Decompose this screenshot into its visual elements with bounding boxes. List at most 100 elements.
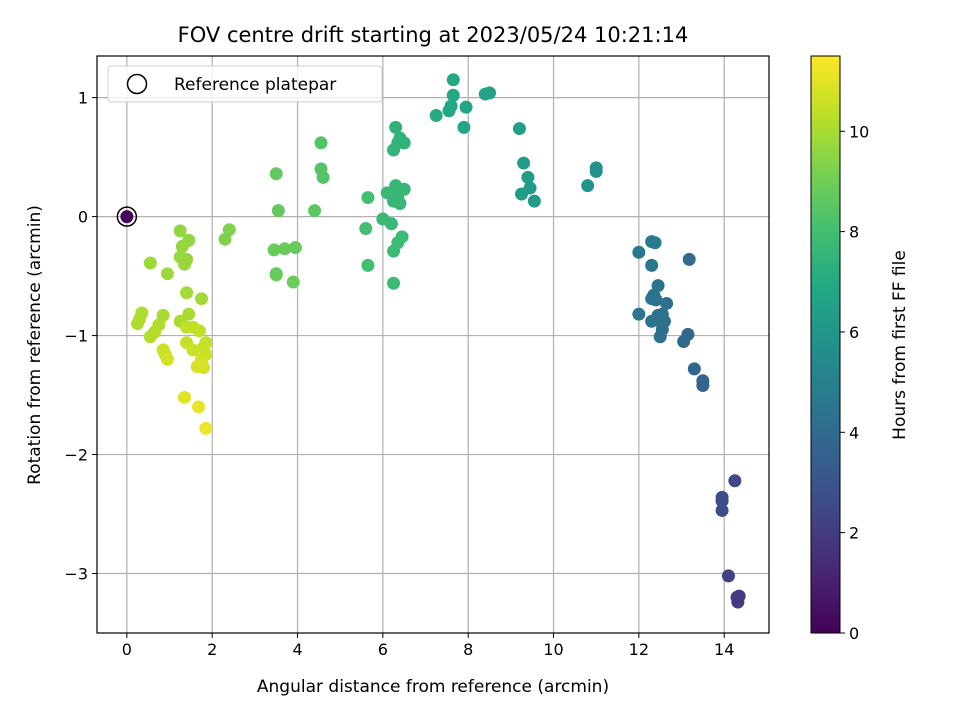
y-tick-label: 0 <box>78 208 88 227</box>
grid-lines <box>97 56 769 633</box>
data-point <box>131 317 145 331</box>
reference-point-fill <box>120 210 134 224</box>
colorbar-tick-label: 8 <box>849 223 859 242</box>
data-point <box>429 108 443 122</box>
data-point <box>271 204 285 218</box>
data-point <box>653 330 667 344</box>
legend: Reference platepar <box>107 65 383 103</box>
data-points <box>131 73 746 609</box>
legend-entry-reference: Reference platepar <box>174 75 336 95</box>
data-point <box>648 236 662 250</box>
data-point <box>143 256 157 270</box>
data-point <box>715 494 729 508</box>
colorbar-tick-label: 4 <box>849 423 859 442</box>
data-point <box>160 267 174 281</box>
data-point <box>269 167 283 181</box>
data-point <box>459 100 473 114</box>
data-point <box>589 161 603 175</box>
data-point <box>361 191 375 205</box>
colorbar-gradient <box>810 55 841 634</box>
data-point <box>715 503 729 517</box>
data-point <box>527 194 541 208</box>
data-point <box>457 120 471 134</box>
x-tick-label: 14 <box>714 640 734 659</box>
colorbar: 0 2 4 6 8 10 Hours from first FF file <box>810 55 910 643</box>
data-point <box>195 292 209 306</box>
data-point <box>515 187 529 201</box>
data-point <box>267 243 281 257</box>
data-point <box>581 179 595 193</box>
colorbar-tick-label: 0 <box>849 624 859 643</box>
data-point <box>173 224 187 238</box>
data-point <box>143 330 157 344</box>
data-point <box>687 362 701 376</box>
x-axis-ticks: 0 2 4 6 8 10 12 14 <box>122 633 734 659</box>
y-tick-label: 1 <box>78 89 88 108</box>
data-point <box>444 99 458 113</box>
data-point <box>645 258 659 272</box>
data-point <box>361 258 375 272</box>
data-point <box>387 143 401 157</box>
data-point <box>387 276 401 290</box>
data-point <box>269 268 283 282</box>
x-tick-label: 4 <box>292 640 302 659</box>
data-point <box>696 379 710 393</box>
data-point <box>387 244 401 258</box>
data-point <box>195 355 209 369</box>
data-point <box>180 286 194 300</box>
colorbar-tick-label: 6 <box>849 323 859 342</box>
data-point <box>517 156 531 170</box>
data-point <box>393 131 407 145</box>
colorbar-label: Hours from first FF file <box>890 250 910 440</box>
data-point <box>286 275 300 289</box>
data-point <box>192 324 206 338</box>
colorbar-tick-label: 2 <box>849 524 859 543</box>
x-tick-label: 12 <box>629 640 649 659</box>
data-point <box>721 569 735 583</box>
y-tick-label: −2 <box>64 446 88 465</box>
data-point <box>199 421 213 435</box>
data-point <box>316 170 330 184</box>
data-point <box>389 120 403 134</box>
data-point <box>278 242 292 256</box>
colorbar-tick-label: 10 <box>849 122 869 141</box>
data-point <box>359 222 373 236</box>
data-point <box>728 474 742 488</box>
y-axis-ticks: −3 −2 −1 0 1 <box>64 89 97 584</box>
y-axis-label: Rotation from reference (arcmin) <box>25 205 45 485</box>
data-point <box>512 122 526 136</box>
data-point <box>521 170 535 184</box>
data-point <box>446 73 460 87</box>
data-point <box>682 252 696 266</box>
data-point <box>649 293 663 307</box>
x-axis-label: Angular distance from reference (arcmin) <box>257 677 609 697</box>
data-point <box>160 352 174 366</box>
data-point <box>446 88 460 102</box>
chart-title: FOV centre drift starting at 2023/05/24 … <box>178 23 689 47</box>
data-point <box>632 307 646 321</box>
reference-marker <box>116 206 138 227</box>
data-point <box>175 239 189 253</box>
data-point <box>478 87 492 101</box>
data-point <box>177 390 191 404</box>
data-point <box>314 136 328 150</box>
y-tick-label: −1 <box>64 327 88 346</box>
data-point <box>288 241 302 255</box>
y-tick-label: −3 <box>64 565 88 584</box>
legend-marker <box>126 73 148 95</box>
data-point <box>677 335 691 349</box>
data-point <box>376 212 390 226</box>
data-point <box>653 314 667 328</box>
plot-frame <box>96 55 770 634</box>
data-point <box>731 595 745 609</box>
data-point <box>660 296 674 310</box>
x-tick-label: 10 <box>543 640 563 659</box>
data-point <box>380 186 394 200</box>
x-tick-label: 0 <box>122 640 132 659</box>
x-tick-label: 2 <box>207 640 217 659</box>
data-point <box>632 245 646 259</box>
x-tick-label: 6 <box>378 640 388 659</box>
data-point <box>182 307 196 321</box>
data-point <box>180 252 194 266</box>
